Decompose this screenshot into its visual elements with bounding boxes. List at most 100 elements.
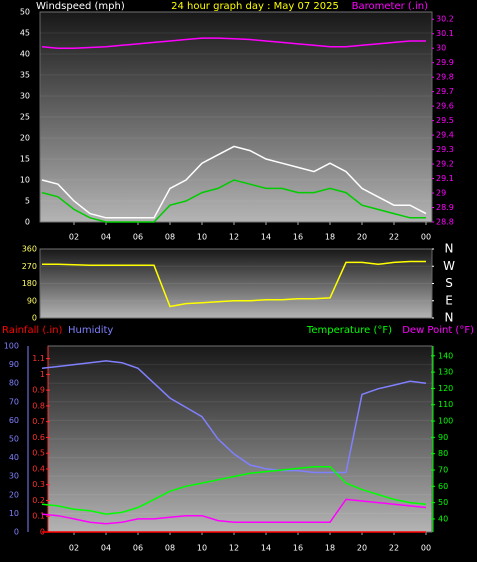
y-tick-label: 0 <box>14 528 19 537</box>
y2-tick-label: 50 <box>438 498 448 507</box>
y2-tick-label: 140 <box>438 351 453 360</box>
y2-tick-label: 30.2 <box>436 15 454 24</box>
y3-tick-label: 1.1 <box>32 354 45 363</box>
y-tick-label: 10 <box>20 176 30 185</box>
x-tick-label: 00 <box>421 544 431 553</box>
x-tick-label: 22 <box>389 233 399 242</box>
x-tick-label: 02 <box>69 233 79 242</box>
x-tick-label: 18 <box>325 233 335 242</box>
x-tick-label: 08 <box>165 544 175 553</box>
legend-label: Temperature (°F) <box>306 325 392 336</box>
legend-label: Dew Point (°F) <box>402 325 474 336</box>
y3-tick-label: 0.8 <box>32 401 45 410</box>
y3-tick-label: 0.1 <box>32 512 45 521</box>
y2-tick-label: W <box>443 259 455 273</box>
x-tick-label: 06 <box>133 544 143 553</box>
y2-tick-label: E <box>445 293 453 307</box>
y-tick-label: 80 <box>9 379 19 388</box>
x-tick-label: 04 <box>101 233 111 242</box>
y-tick-label: 180 <box>22 279 37 288</box>
y-tick-label: 35 <box>20 71 30 80</box>
x-tick-label: 16 <box>293 544 303 553</box>
y-tick-label: 90 <box>27 296 37 305</box>
x-tick-label: 20 <box>357 544 367 553</box>
y2-tick-label: 29.1 <box>436 174 454 183</box>
y3-tick-label: 0.7 <box>32 417 45 426</box>
y2-tick-label: 80 <box>438 449 448 458</box>
y2-tick-label: 30 <box>436 44 446 53</box>
y-tick-label: 30 <box>20 92 30 101</box>
series-line <box>41 145 427 219</box>
x-tick-label: 20 <box>357 233 367 242</box>
y-tick-label: 100 <box>4 342 19 351</box>
chart-title: 24 hour graph day : May 07 2025 <box>171 1 339 12</box>
y2-tick-label: 29.8 <box>436 73 454 82</box>
y2-tick-label: 29.2 <box>436 160 454 169</box>
x-tick-label: 10 <box>197 233 207 242</box>
y-tick-label: 70 <box>9 397 19 406</box>
y-tick-label: 60 <box>9 416 19 425</box>
y-tick-label: 20 <box>20 134 30 143</box>
x-tick-label: 00 <box>421 233 431 242</box>
x-tick-label: 10 <box>197 544 207 553</box>
y2-tick-label: 90 <box>438 433 448 442</box>
series-line <box>41 465 427 515</box>
y2-tick-label: 60 <box>438 482 448 491</box>
y3-tick-label: 0.4 <box>32 464 45 473</box>
y2-tick-label: 30.1 <box>436 29 454 38</box>
y2-tick-label: 29.5 <box>436 116 454 125</box>
y2-tick-label: 130 <box>438 368 453 377</box>
x-tick-label: 18 <box>325 544 335 553</box>
y2-tick-label: 29.4 <box>436 131 454 140</box>
y2-tick-label: 40 <box>438 514 448 523</box>
series-line <box>41 360 427 474</box>
x-tick-label: 12 <box>229 233 239 242</box>
y2-tick-label: N <box>445 311 454 325</box>
y2-tick-label: 29.7 <box>436 87 454 96</box>
y-tick-label: 10 <box>9 509 19 518</box>
y2-tick-label: 28.8 <box>436 218 454 227</box>
y2-tick-label: 120 <box>438 384 453 393</box>
y2-tick-label: 110 <box>438 400 453 409</box>
y3-tick-label: 1 <box>40 370 45 379</box>
y3-tick-label: 0.6 <box>32 433 45 442</box>
x-tick-label: 08 <box>165 233 175 242</box>
plot-area <box>39 248 433 319</box>
x-tick-label: 16 <box>293 233 303 242</box>
y3-tick-label: 0.2 <box>32 496 45 505</box>
y-tick-label: 50 <box>20 8 30 17</box>
x-tick-label: 14 <box>261 233 271 242</box>
legend-label: Rainfall (.in) <box>2 325 63 336</box>
y2-tick-label: N <box>445 242 454 256</box>
legend-label: Humidity <box>68 325 113 336</box>
y-tick-label: 0 <box>25 218 30 227</box>
y-tick-label: 40 <box>20 50 30 59</box>
y-tick-label: 45 <box>20 29 30 38</box>
y-tick-label: 50 <box>9 435 19 444</box>
y3-tick-label: 0.5 <box>32 449 45 458</box>
y-tick-label: 25 <box>20 113 30 122</box>
x-tick-label: 22 <box>389 544 399 553</box>
series-line <box>41 179 426 223</box>
series-line <box>42 260 426 308</box>
series-line <box>41 37 426 49</box>
y2-tick-label: 100 <box>438 417 453 426</box>
x-tick-label: 14 <box>261 544 271 553</box>
y2-tick-label: 70 <box>438 466 448 475</box>
x-tick-label: 06 <box>133 233 143 242</box>
y-tick-label: 5 <box>25 197 30 206</box>
y2-tick-label: 29.9 <box>436 58 454 67</box>
y3-tick-label: 0.9 <box>32 386 45 395</box>
y3-tick-label: 0.3 <box>32 480 45 489</box>
y-tick-label: 90 <box>9 360 19 369</box>
y-tick-label: 0 <box>32 314 37 323</box>
x-tick-label: 12 <box>229 544 239 553</box>
x-tick-label: 02 <box>69 544 79 553</box>
y-tick-label: 15 <box>20 155 30 164</box>
y-tick-label: 270 <box>22 262 37 271</box>
y2-tick-label: 29.3 <box>436 145 454 154</box>
y-tick-label: 30 <box>9 472 19 481</box>
y2-tick-label: S <box>445 276 453 290</box>
